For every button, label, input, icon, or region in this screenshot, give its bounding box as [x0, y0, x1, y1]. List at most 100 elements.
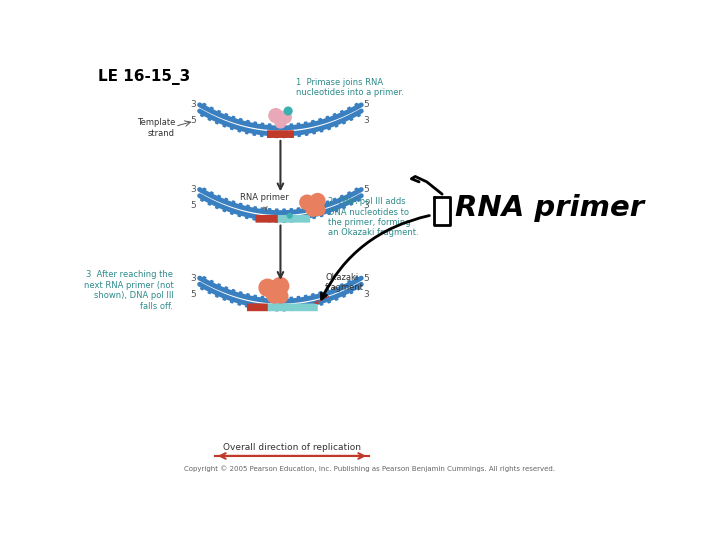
- Polygon shape: [232, 116, 235, 120]
- Polygon shape: [253, 305, 256, 309]
- Polygon shape: [356, 286, 360, 290]
- Circle shape: [275, 117, 286, 128]
- Polygon shape: [312, 294, 315, 298]
- Polygon shape: [327, 299, 330, 303]
- Polygon shape: [356, 112, 360, 117]
- Polygon shape: [217, 111, 220, 114]
- Polygon shape: [342, 120, 346, 124]
- Polygon shape: [326, 201, 329, 205]
- Polygon shape: [349, 201, 353, 205]
- Polygon shape: [261, 306, 264, 310]
- Text: 3: 3: [363, 201, 369, 210]
- FancyBboxPatch shape: [267, 303, 318, 311]
- Polygon shape: [239, 118, 242, 123]
- Polygon shape: [276, 219, 278, 222]
- Polygon shape: [297, 306, 300, 310]
- Polygon shape: [297, 123, 300, 127]
- Text: 3: 3: [191, 100, 197, 110]
- Polygon shape: [223, 296, 226, 300]
- Polygon shape: [312, 130, 315, 134]
- Polygon shape: [305, 305, 308, 309]
- Circle shape: [300, 195, 315, 210]
- Polygon shape: [276, 307, 278, 311]
- Polygon shape: [261, 208, 264, 212]
- Text: 5: 5: [191, 117, 197, 125]
- Polygon shape: [208, 289, 212, 294]
- Polygon shape: [349, 116, 353, 120]
- Polygon shape: [239, 203, 242, 207]
- FancyBboxPatch shape: [247, 303, 268, 311]
- Polygon shape: [355, 188, 359, 192]
- Circle shape: [284, 107, 292, 115]
- Polygon shape: [210, 107, 213, 111]
- Polygon shape: [297, 133, 300, 137]
- Text: 5: 5: [363, 185, 369, 194]
- Polygon shape: [348, 107, 351, 111]
- Polygon shape: [342, 293, 346, 297]
- Circle shape: [287, 213, 292, 218]
- Polygon shape: [356, 197, 360, 201]
- Polygon shape: [305, 295, 307, 299]
- Polygon shape: [319, 203, 322, 207]
- Text: LE 16-15_3: LE 16-15_3: [98, 69, 190, 85]
- Polygon shape: [223, 208, 226, 212]
- Polygon shape: [215, 120, 219, 124]
- Polygon shape: [230, 126, 234, 130]
- Polygon shape: [224, 113, 228, 118]
- Polygon shape: [276, 298, 278, 301]
- Text: 1  Primase joins RNA
nucleotides into a primer.: 1 Primase joins RNA nucleotides into a p…: [296, 78, 404, 97]
- Polygon shape: [217, 284, 220, 288]
- Circle shape: [314, 204, 325, 215]
- Polygon shape: [268, 133, 271, 137]
- Polygon shape: [283, 209, 285, 213]
- Polygon shape: [348, 280, 351, 285]
- Polygon shape: [223, 123, 226, 127]
- Polygon shape: [224, 198, 228, 202]
- Polygon shape: [290, 208, 292, 212]
- Polygon shape: [269, 297, 271, 301]
- FancyBboxPatch shape: [277, 215, 310, 222]
- Polygon shape: [253, 295, 256, 299]
- Circle shape: [274, 289, 288, 303]
- Polygon shape: [253, 216, 256, 220]
- Polygon shape: [201, 112, 204, 117]
- Polygon shape: [201, 197, 204, 201]
- Polygon shape: [305, 216, 308, 220]
- Polygon shape: [238, 128, 241, 132]
- Polygon shape: [246, 294, 249, 298]
- Polygon shape: [246, 130, 248, 134]
- Polygon shape: [320, 301, 323, 305]
- Polygon shape: [224, 287, 228, 291]
- Circle shape: [310, 193, 325, 208]
- Polygon shape: [246, 205, 249, 209]
- Polygon shape: [355, 103, 359, 107]
- Polygon shape: [283, 219, 285, 222]
- Polygon shape: [348, 192, 351, 196]
- Polygon shape: [208, 116, 212, 120]
- Polygon shape: [232, 289, 235, 294]
- Text: Template
strand: Template strand: [137, 118, 175, 138]
- Polygon shape: [215, 205, 219, 208]
- Polygon shape: [297, 208, 300, 212]
- Polygon shape: [312, 120, 315, 124]
- Polygon shape: [341, 195, 344, 199]
- Circle shape: [271, 278, 289, 294]
- Polygon shape: [341, 284, 344, 288]
- Polygon shape: [261, 123, 264, 127]
- Text: 3: 3: [191, 274, 197, 283]
- Polygon shape: [320, 213, 323, 217]
- Polygon shape: [246, 120, 249, 124]
- Polygon shape: [202, 276, 206, 281]
- Text: 2  DNA pol III adds
DNA nucleotides to
the primer, forming
an Okazaki fragment.: 2 DNA pol III adds DNA nucleotides to th…: [328, 197, 419, 238]
- Polygon shape: [201, 286, 204, 290]
- Circle shape: [269, 109, 283, 123]
- Polygon shape: [312, 303, 315, 307]
- Polygon shape: [276, 209, 278, 213]
- Circle shape: [279, 111, 291, 123]
- Polygon shape: [335, 208, 338, 212]
- Polygon shape: [261, 296, 264, 300]
- Text: 5: 5: [363, 100, 369, 110]
- Polygon shape: [290, 124, 292, 127]
- Polygon shape: [283, 124, 285, 128]
- Polygon shape: [290, 307, 293, 310]
